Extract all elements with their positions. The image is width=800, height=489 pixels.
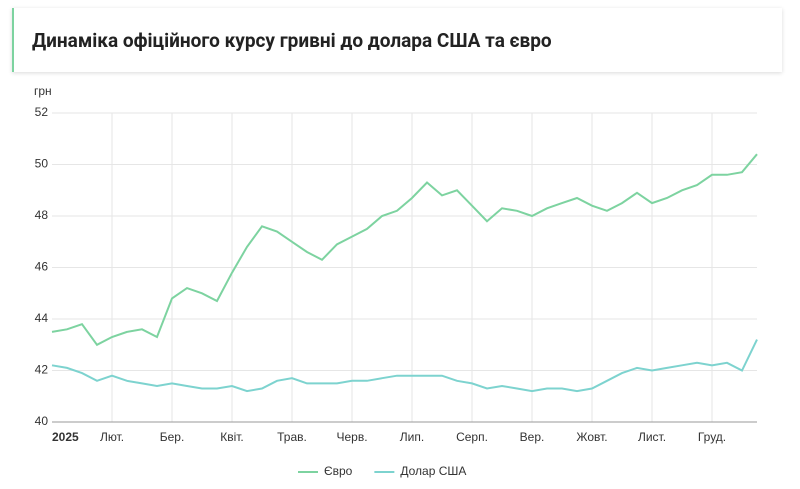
x-tick-label: Жовт. bbox=[576, 430, 607, 444]
x-tick-label: Лист. bbox=[638, 430, 666, 444]
x-tick-label: 2025 bbox=[52, 430, 79, 444]
y-tick-label: 48 bbox=[35, 208, 49, 222]
y-tick-label: 50 bbox=[35, 157, 49, 171]
line-series bbox=[51, 339, 758, 393]
x-tick-label: Черв. bbox=[336, 430, 367, 444]
x-tick-label: Лют. bbox=[100, 430, 124, 444]
x-tick-label: Квіт. bbox=[220, 430, 244, 444]
x-tick-label: Груд. bbox=[698, 430, 726, 444]
y-tick-label: 46 bbox=[35, 260, 49, 274]
chart-title: Динаміка офіційного курсу гривні до дола… bbox=[12, 8, 782, 72]
x-tick-label: Вер. bbox=[520, 430, 545, 444]
y-tick-label: 52 bbox=[35, 105, 49, 119]
y-tick-label: 40 bbox=[35, 414, 49, 428]
line-series bbox=[51, 153, 758, 347]
x-tick-label: Бер. bbox=[160, 430, 185, 444]
x-tick-label: Лип. bbox=[400, 430, 424, 444]
x-tick-label: Серп. bbox=[456, 430, 488, 444]
y-tick-label: 42 bbox=[35, 363, 49, 377]
x-tick-label: Трав. bbox=[277, 430, 307, 444]
legend-label: Долар США bbox=[400, 464, 466, 478]
y-axis-label: грн bbox=[34, 84, 52, 98]
y-tick-label: 44 bbox=[35, 311, 49, 325]
legend-label: Євро bbox=[324, 464, 353, 478]
